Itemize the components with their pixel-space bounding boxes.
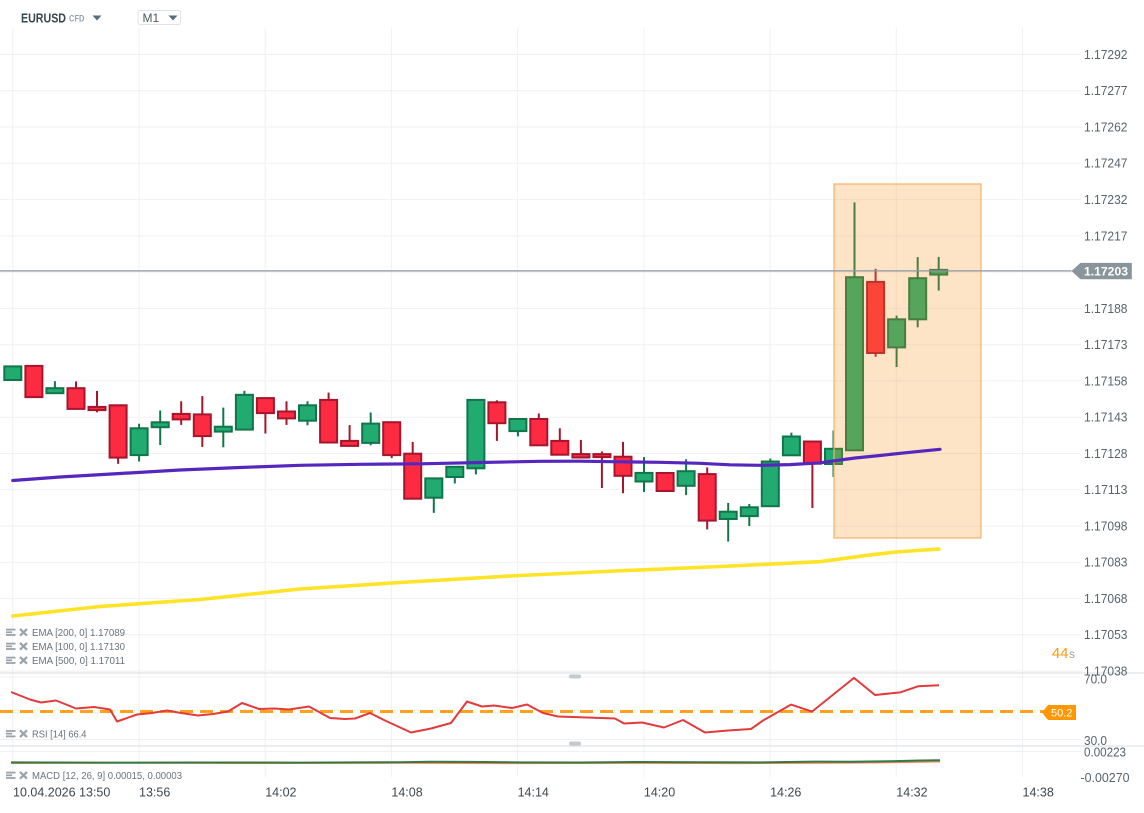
svg-text:CFD: CFD <box>69 14 85 24</box>
svg-text:10.04.2026 13:50: 10.04.2026 13:50 <box>13 786 110 800</box>
svg-text:14:14: 14:14 <box>518 786 549 800</box>
svg-text:EMA [500, 0] 1.17011: EMA [500, 0] 1.17011 <box>32 655 125 667</box>
svg-text:50.2: 50.2 <box>1051 708 1072 720</box>
svg-text:70.0: 70.0 <box>1084 672 1107 686</box>
svg-text:44s: 44s <box>1052 645 1075 662</box>
svg-text:EMA [100, 0] 1.17130: EMA [100, 0] 1.17130 <box>32 641 125 653</box>
svg-text:1.17113: 1.17113 <box>1084 483 1128 497</box>
svg-text:1.17098: 1.17098 <box>1084 519 1128 533</box>
svg-text:EMA [200, 0] 1.17089: EMA [200, 0] 1.17089 <box>32 627 125 639</box>
svg-text:MACD [12, 26, 9] 0.00015, 0.00: MACD [12, 26, 9] 0.00015, 0.00003 <box>32 770 182 782</box>
svg-text:13:56: 13:56 <box>139 786 170 800</box>
svg-text:-0.00270: -0.00270 <box>1081 771 1130 785</box>
svg-text:1.17217: 1.17217 <box>1084 229 1128 243</box>
svg-text:1.17203: 1.17203 <box>1084 265 1128 279</box>
svg-text:14:08: 14:08 <box>391 786 422 800</box>
svg-text:14:20: 14:20 <box>644 786 675 800</box>
svg-text:14:02: 14:02 <box>265 786 296 800</box>
svg-text:RSI [14] 66.4: RSI [14] 66.4 <box>32 728 87 740</box>
svg-text:14:38: 14:38 <box>1023 786 1054 800</box>
svg-text:1.17143: 1.17143 <box>1084 411 1128 425</box>
svg-text:1.17158: 1.17158 <box>1084 374 1128 388</box>
svg-text:14:32: 14:32 <box>896 786 927 800</box>
svg-text:1.17247: 1.17247 <box>1084 157 1128 171</box>
svg-text:1.17277: 1.17277 <box>1084 84 1128 98</box>
svg-text:1.17262: 1.17262 <box>1084 120 1128 134</box>
svg-text:M1: M1 <box>143 11 160 25</box>
svg-text:1.17038: 1.17038 <box>1084 665 1128 679</box>
svg-text:1.17232: 1.17232 <box>1084 193 1128 207</box>
svg-text:14:26: 14:26 <box>770 786 801 800</box>
svg-text:1.17068: 1.17068 <box>1084 592 1128 606</box>
svg-text:30.0: 30.0 <box>1084 734 1107 748</box>
svg-text:1.17292: 1.17292 <box>1084 48 1128 62</box>
svg-text:1.17083: 1.17083 <box>1084 556 1128 570</box>
svg-text:EURUSD: EURUSD <box>21 11 66 26</box>
svg-text:1.17173: 1.17173 <box>1084 338 1128 352</box>
svg-text:1.17053: 1.17053 <box>1084 628 1128 642</box>
svg-text:1.17188: 1.17188 <box>1084 302 1128 316</box>
svg-text:0.00223: 0.00223 <box>1084 745 1126 759</box>
svg-text:1.17128: 1.17128 <box>1084 447 1128 461</box>
